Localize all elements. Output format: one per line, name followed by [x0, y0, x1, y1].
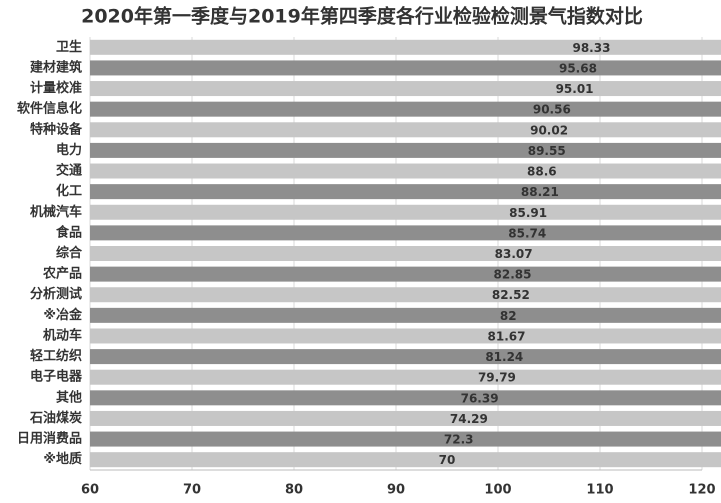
bar-segment	[90, 452, 721, 468]
value-label: 81.67	[488, 329, 526, 343]
value-label: 85.74	[508, 226, 546, 240]
x-tick-label: 60	[81, 483, 99, 498]
value-label: 90.02	[530, 123, 568, 137]
category-label: 轻工纺织	[30, 348, 82, 364]
category-label: 机动车	[43, 327, 82, 343]
bar-segment	[90, 307, 721, 323]
category-label: 石油煤炭	[29, 410, 82, 426]
x-tick-label: 70	[183, 483, 201, 498]
category-label: 分析测试	[30, 286, 82, 302]
value-label: 82.85	[494, 268, 532, 282]
category-label: ※地质	[43, 451, 82, 467]
category-label: 农产品	[42, 266, 82, 282]
category-label: 机械汽车	[30, 204, 82, 220]
bar-segment	[90, 390, 721, 406]
category-label: 其他	[56, 389, 82, 405]
x-tick-label: 120	[688, 483, 715, 498]
category-label: 电力	[56, 142, 82, 158]
value-label: 95.68	[559, 61, 597, 75]
bar-segment	[90, 246, 721, 261]
x-tick-label: 100	[484, 483, 511, 498]
bar-segment	[90, 369, 721, 385]
bar-segment	[90, 328, 721, 344]
value-label: 85.91	[509, 206, 547, 220]
bar-segment	[90, 101, 721, 117]
value-label: 95.01	[556, 82, 594, 96]
x-tick-label: 90	[387, 483, 405, 498]
category-label: 日用消费品	[17, 431, 82, 447]
bar-segment	[90, 163, 721, 179]
bar-segment	[90, 349, 721, 365]
category-label: 综合	[56, 245, 83, 261]
category-label: 建材建筑	[30, 59, 82, 75]
bar-segment	[90, 410, 721, 426]
bar-segment	[90, 266, 721, 282]
bar-segment	[90, 39, 721, 55]
value-label: 81.24	[485, 350, 523, 364]
bar-segment	[90, 225, 721, 241]
bar-segment	[90, 122, 721, 138]
category-label: 电子电器	[30, 369, 83, 385]
category-label: 化工	[56, 183, 82, 199]
x-tick-label: 110	[586, 483, 613, 498]
bar-segment	[90, 184, 721, 200]
value-label: 88.6	[527, 165, 557, 179]
bar-segment	[90, 431, 721, 447]
value-label: 90.56	[533, 103, 571, 117]
value-label: 82	[500, 309, 517, 323]
category-label: 食品	[56, 224, 82, 240]
value-label: 98.33	[572, 41, 610, 55]
value-label: 72.3	[444, 433, 474, 447]
bar-segment	[90, 60, 721, 76]
x-tick-label: 80	[285, 483, 303, 498]
category-label: 特种设备	[30, 121, 83, 137]
bar-segment	[90, 81, 721, 97]
value-label: 83.07	[495, 247, 533, 261]
category-label: 软件信息化	[17, 101, 82, 117]
category-label: 卫生	[56, 39, 82, 55]
value-label: 89.55	[528, 144, 566, 158]
bar-segment	[90, 287, 721, 303]
category-label: ※冶金	[43, 307, 83, 323]
value-label: 70	[439, 453, 456, 467]
value-label: 82.52	[492, 288, 530, 302]
value-label: 74.29	[450, 412, 488, 426]
bar-segment	[90, 204, 721, 220]
value-label: 88.21	[521, 185, 559, 199]
chart-title: 2020年第一季度与2019年第四季度各行业检验检测景气指数对比	[81, 5, 643, 28]
category-label: 计量校准	[30, 80, 82, 96]
bar-segment	[90, 142, 721, 158]
value-label: 76.39	[461, 391, 499, 405]
category-label: 交通	[56, 163, 82, 179]
value-label: 79.79	[478, 371, 516, 385]
